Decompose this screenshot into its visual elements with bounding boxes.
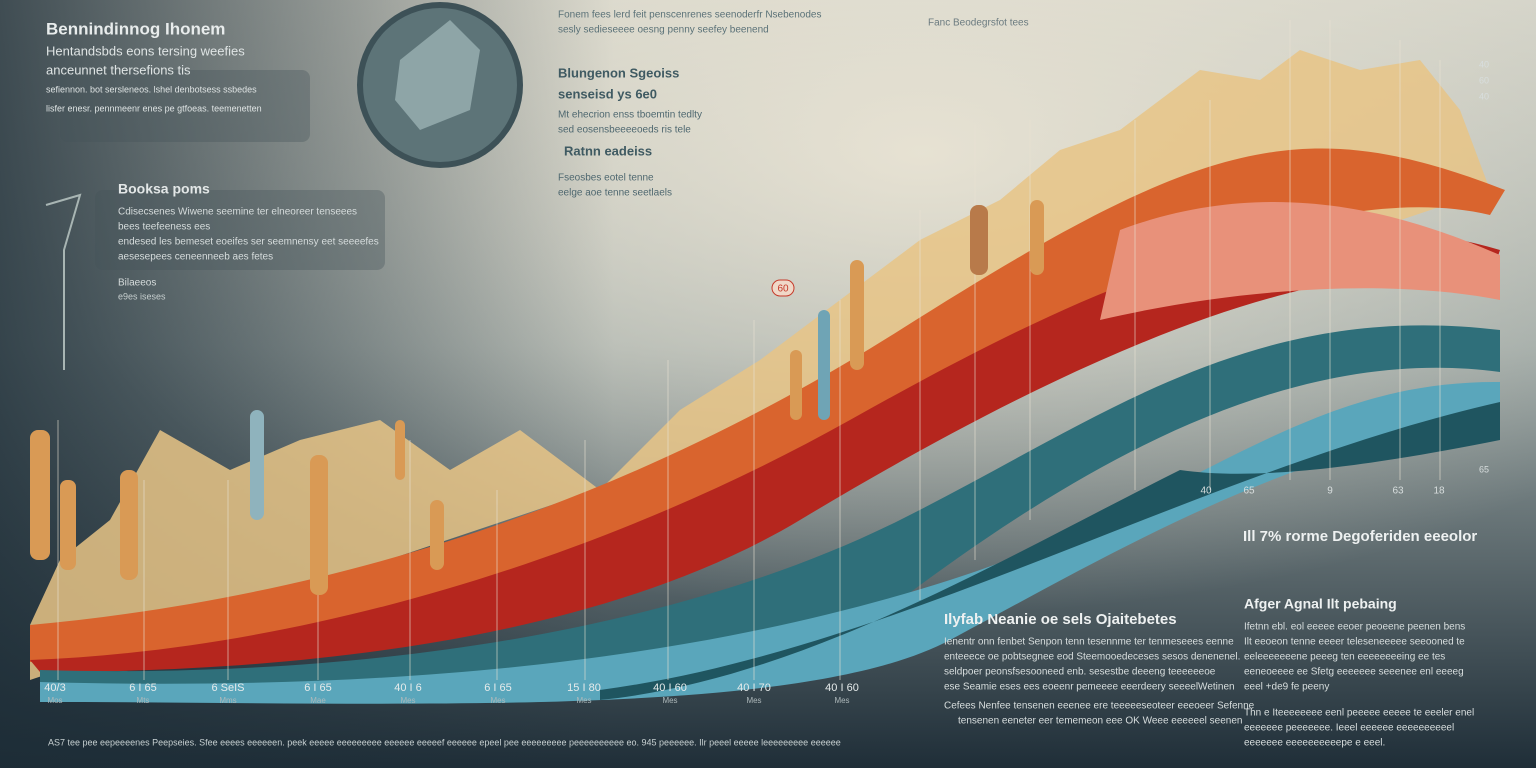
right-heading: Ill 7% rorme Degoferiden eeeolor — [1243, 528, 1477, 545]
bottom-left-note: tensenen eeneter eer tememeon eee OK Wee… — [958, 716, 1242, 727]
left-subnote: e9es iseses — [118, 291, 166, 301]
x-label: 6 SeIS — [211, 682, 244, 694]
x-sublabel: Mae — [310, 696, 326, 705]
bottom-right-line: eeleeeeeeene peeeg ten eeeeeeeeing ee te… — [1244, 652, 1445, 663]
title: Bennindinnog Ihonem — [46, 19, 225, 38]
axis-tick: 65 — [1479, 464, 1489, 474]
axis-label: 40 — [1200, 486, 1212, 497]
left-line: Cdisecsenes Wiwene seemine ter elneoreer… — [118, 207, 357, 218]
bottom-right-title: Afger Agnal Ilt pebaing — [1244, 596, 1397, 612]
header-line: anceunnet thersefions tis — [46, 62, 191, 77]
bottom-right-note: Thn e Iteeeeeeee eenl peeeee eeeee te ee… — [1244, 708, 1474, 719]
panel — [60, 70, 310, 142]
x-sublabel: Mes — [490, 696, 505, 705]
disc-shape — [395, 20, 480, 130]
bottom-left-line: Ienentr onn fenbet Senpon tenn tesennme … — [944, 637, 1234, 648]
x-label: 40 I 60 — [825, 682, 859, 694]
bottom-left-note: Cefees Nenfee tensenen eeenee ere teeeee… — [944, 701, 1255, 712]
left-title: Booksa poms — [118, 181, 210, 197]
x-sublabel: Mes — [576, 696, 591, 705]
bottom-left-title: Ilyfab Neanie oe sels Ojaitebetes — [944, 611, 1177, 628]
x-label: 6 I 65 — [484, 682, 512, 694]
x-sublabel: Mts — [137, 696, 150, 705]
x-sublabel: Mes — [834, 696, 849, 705]
mid-subline: Fseosbes eotel tenne — [558, 173, 654, 184]
pointer — [45, 193, 82, 370]
left-note: Bilaeeos — [118, 278, 156, 289]
bottom-right-note: eeeeeee eeeeeeeeeepe e eeel. — [1244, 738, 1385, 749]
axis-tick: 40 — [1479, 91, 1489, 101]
top-line: Fonem fees lerd feit penscenrenes seenod… — [558, 10, 822, 21]
bottom-right-line: Ifetnn ebl. eol eeeee eeoer peoeene peen… — [1244, 622, 1465, 633]
bottom-left-line: ese Seamie eses ees eoeenr pemeeee eeerd… — [944, 682, 1235, 693]
top-right-title: Fanc Beodegrsfot tees — [928, 18, 1029, 29]
x-sublabel: Mes — [746, 696, 761, 705]
top-line: sesly sedieseeee oesng penny seefey been… — [558, 25, 769, 36]
panel — [95, 190, 385, 270]
axis-tick: 60 — [1479, 75, 1489, 85]
mid-line: sed eosensbeeeeoeds ris tele — [558, 125, 691, 136]
blue-band — [40, 381, 1500, 704]
x-sublabel: Mes — [662, 696, 677, 705]
badge: 60 — [777, 284, 789, 295]
bottom-right-line: eeneoeeee ee Sfetg eeeeeee seeenee enl e… — [1244, 667, 1464, 678]
dark-band — [600, 402, 1500, 700]
x-label: 15 I 80 — [567, 682, 601, 694]
header-line: Hentandsbds eons tersing weefies — [46, 43, 245, 58]
x-label: 6 I 65 — [129, 682, 157, 694]
mid-value: senseisd ys 6e0 — [558, 86, 657, 101]
mid-line: Mt ehecrion enss tboemtin tedlty — [558, 110, 702, 121]
x-label: 6 I 65 — [304, 682, 332, 694]
bottom-left-line: enteeece oe pobtsegnee eod Steemooedeces… — [944, 652, 1240, 663]
left-line: aesesepees ceneenneeb aes fetes — [118, 252, 273, 263]
mid-subtitle: Ratnn eadeiss — [564, 143, 652, 158]
axis-label: 63 — [1392, 486, 1404, 497]
x-sublabel: Mms — [219, 696, 236, 705]
left-line: endesed les bemeset eoeifes ser seemnens… — [118, 237, 379, 248]
footer: AS7 tee pee eepeeeenes Peepseies. Sfee e… — [48, 737, 841, 747]
red-band — [30, 231, 1500, 672]
axis-label: 18 — [1433, 486, 1445, 497]
guide-lines — [57, 20, 1441, 680]
x-sublabel: Mes — [400, 696, 415, 705]
header-line: sefiennon. bot sersleneos. lshel denbots… — [46, 84, 257, 94]
axis-tick: 40 — [1479, 59, 1489, 69]
axis-label: 9 — [1327, 486, 1333, 497]
bottom-right-line: Ilt eeoeon tenne eeeer teleseneeeee seeo… — [1244, 637, 1465, 648]
bottom-left-line: seldpoer peonsfsesooneed enb. sesestbe d… — [944, 667, 1216, 678]
x-label: 40 I 60 — [653, 682, 687, 694]
header-line: lisfer enesr. pennmeenr enes pe gtfoeas.… — [46, 103, 262, 113]
x-label: 40 I 6 — [394, 682, 422, 694]
left-line: bees teefeeness ees — [118, 222, 210, 233]
badge-bg — [771, 279, 795, 297]
x-label: 40 I 70 — [737, 682, 771, 694]
figures — [30, 200, 1044, 595]
mid-title: Blungenon Sgeoiss — [558, 65, 679, 80]
bottom-right-line: eeel +de9 fe peeny — [1244, 682, 1329, 693]
x-sublabel: Mos — [47, 696, 62, 705]
x-label: 40/3 — [44, 682, 65, 694]
bottom-right-note: eeeeeee peeeeeee. Ieeel eeeeee eeeeeeeee… — [1244, 723, 1454, 734]
axis-label: 65 — [1243, 486, 1255, 497]
mid-subline: eelge aoe tenne seetlaels — [558, 188, 672, 199]
